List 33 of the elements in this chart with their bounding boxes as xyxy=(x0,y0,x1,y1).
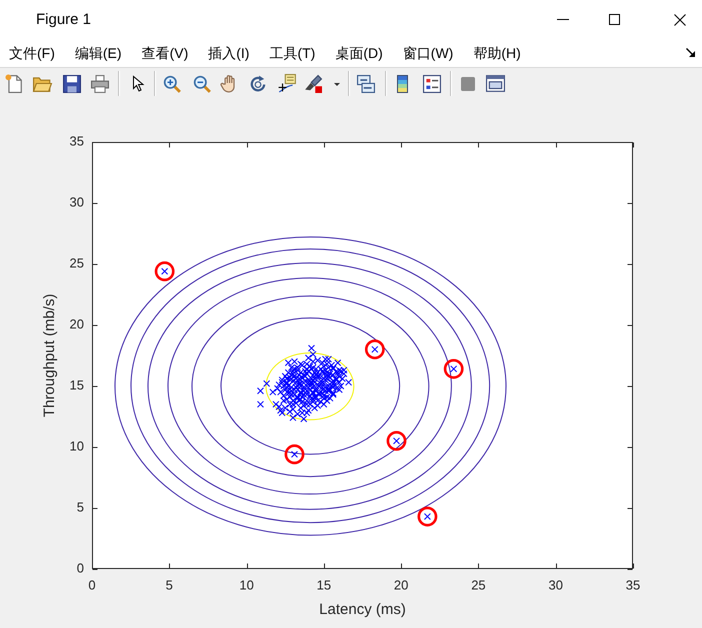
y-tick-label: 20 xyxy=(70,316,84,332)
x-axis-title: Latency (ms) xyxy=(319,601,406,618)
text: 查看(V) xyxy=(142,45,188,62)
caption: Figure 1 xyxy=(36,11,92,28)
text: 编辑(E) xyxy=(74,45,122,62)
x-tick-label: 15 xyxy=(316,577,332,592)
x-tick-label: 25 xyxy=(471,577,486,592)
text: 工具(T) xyxy=(269,45,316,62)
text: 帮助(H) xyxy=(473,45,521,62)
point xyxy=(154,261,175,282)
text: 插入(I) xyxy=(208,45,250,62)
text: 窗口(W) xyxy=(402,45,454,62)
y-tick-label: 35 xyxy=(70,134,84,149)
point xyxy=(364,340,385,360)
point xyxy=(386,431,406,451)
y-tick-label: 25 xyxy=(70,256,84,271)
y-tick-label: 5 xyxy=(76,500,84,515)
y-tick-label: 10 xyxy=(70,438,84,454)
y-tick-label: 0 xyxy=(76,560,84,576)
y-tick-label: 15 xyxy=(70,378,84,393)
x-tick-label: 5 xyxy=(166,577,173,592)
y-axis-title: Throughput (mb/s) xyxy=(41,294,58,418)
x-tick-label: 35 xyxy=(626,577,640,592)
point xyxy=(444,359,464,379)
text: 文件(F) xyxy=(9,45,55,62)
x-tick-label: 30 xyxy=(548,577,563,592)
point xyxy=(284,444,304,464)
x-tick-label: 0 xyxy=(88,577,96,592)
x-tick-label: 20 xyxy=(394,577,408,592)
x-tick-label: 10 xyxy=(239,577,254,592)
point xyxy=(418,506,438,526)
text: 桌面(D) xyxy=(335,45,383,62)
y-tick-label: 30 xyxy=(70,194,84,210)
